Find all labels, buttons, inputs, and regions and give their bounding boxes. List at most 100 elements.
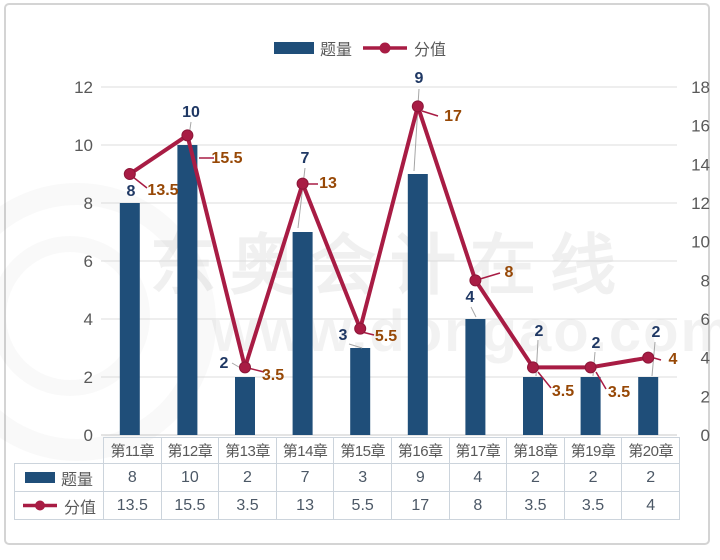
table-row-label: 分值 — [14, 491, 104, 520]
table-value-cell: 3.5 — [218, 491, 277, 520]
bar-label-leader-line — [470, 306, 477, 318]
bar — [177, 145, 198, 435]
bar — [119, 203, 140, 435]
bar-value-label: 2 — [535, 323, 544, 340]
right-axis-tick-label: 2 — [701, 387, 710, 406]
legend-label-line-series: 分值 — [414, 42, 447, 59]
line-label-leader-line — [421, 110, 439, 117]
bar — [407, 174, 428, 435]
right-axis-tick-label: 6 — [701, 310, 710, 329]
table-category-cell: 第12章 — [160, 437, 220, 464]
line-point-marker — [584, 361, 597, 374]
left-axis-tick-label: 2 — [84, 368, 93, 387]
line-value-label: 3.5 — [608, 384, 630, 401]
line-value-label: 3.5 — [552, 383, 574, 400]
legend-item-bar-series: 题量 — [273, 36, 352, 60]
bar — [523, 377, 543, 435]
bar — [235, 377, 255, 435]
bar-value-label: 8 — [127, 183, 136, 200]
line-series-key-icon — [22, 500, 57, 511]
left-axis-tick-label: 10 — [74, 136, 93, 155]
right-axis-tick-label: 12 — [691, 194, 710, 213]
right-axis-tick-label: 18 — [691, 78, 710, 97]
table-series-name: 分值 — [63, 499, 96, 517]
chart-data-table: 第11章 第12章 第13章 第14章 第15章 第16章 第17章 第18章 第19章 第20章… — [14, 437, 680, 520]
table-value-cell: 10 — [160, 463, 220, 492]
bar-value-label: 4 — [466, 289, 475, 306]
line-value-label: 13 — [319, 175, 337, 192]
bar-value-label: 2 — [592, 335, 601, 352]
table-corner-cell — [15, 438, 104, 464]
line-value-label: 13.5 — [147, 182, 178, 199]
left-axis-tick-label: 8 — [84, 194, 93, 213]
line-point-marker — [527, 361, 539, 374]
table-category-cell: 第15章 — [333, 437, 392, 464]
line-value-label: 8 — [505, 264, 514, 281]
table-value-cell: 13 — [275, 491, 335, 520]
right-axis-tick-label: 8 — [701, 271, 710, 290]
line-label-leader-line — [132, 176, 148, 189]
table-category-cell: 第14章 — [275, 437, 335, 464]
right-axis-tick-label: 0 — [701, 426, 710, 445]
line-point-marker — [239, 361, 251, 374]
bar-value-label: 9 — [415, 70, 424, 87]
score-line — [128, 104, 649, 370]
line-label-leader-line — [653, 357, 662, 361]
line-point-marker — [123, 168, 136, 180]
table-value-cell: 13.5 — [103, 491, 162, 520]
line-point-marker — [181, 129, 194, 142]
bar — [465, 319, 486, 435]
bar-value-label: 3 — [339, 327, 348, 344]
left-axis-tick-label: 12 — [74, 78, 93, 97]
bar-value-label: 7 — [301, 150, 310, 167]
table-row-label: 题量 — [14, 463, 104, 492]
table-value-cell: 2 — [218, 463, 277, 492]
table-value-cell: 5.5 — [333, 491, 392, 520]
line-value-label: 17 — [444, 108, 462, 125]
bar-value-label: 10 — [182, 104, 200, 121]
table-value-cell: 2 — [506, 463, 565, 492]
table-category-cell: 第17章 — [448, 437, 508, 464]
left-axis-tick-label: 4 — [84, 310, 93, 329]
line-point-marker — [354, 322, 367, 335]
table-value-cell: 4 — [621, 491, 680, 520]
left-axis-tick-label: 6 — [84, 252, 93, 271]
table-category-cell: 第13章 — [218, 437, 277, 464]
table-value-cell: 3 — [333, 463, 392, 492]
table-value-cell: 3.5 — [506, 491, 565, 520]
bar — [292, 232, 313, 435]
table-category-cell: 第18章 — [506, 437, 565, 464]
table-value-cell: 15.5 — [160, 491, 220, 520]
table-value-cell: 2 — [563, 463, 623, 492]
line-label-leader-line — [479, 272, 501, 280]
table-category-cell: 第16章 — [390, 437, 450, 464]
table-value-cell: 2 — [621, 463, 680, 492]
line-label-leader-line — [595, 371, 607, 390]
line-point-marker — [469, 274, 482, 287]
table-category-cell: 第11章 — [103, 437, 162, 464]
table-value-cell: 9 — [390, 463, 450, 492]
table-value-cell: 8 — [448, 491, 508, 520]
bar-value-label: 2 — [652, 324, 661, 341]
bar — [638, 377, 659, 435]
bar-value-label: 2 — [220, 355, 229, 372]
right-axis-tick-label: 16 — [691, 117, 710, 136]
table-value-cell: 8 — [103, 463, 162, 492]
right-axis-tick-label: 14 — [691, 155, 710, 174]
table-category-cell: 第20章 — [621, 437, 680, 464]
legend-item-line-series: 分值 — [362, 36, 446, 60]
bar — [350, 348, 371, 435]
line-value-label: 4 — [669, 351, 678, 368]
line-value-label: 5.5 — [375, 328, 397, 345]
table-value-cell: 7 — [275, 463, 335, 492]
left-axis-tick-label: 0 — [84, 426, 93, 445]
line-label-leader-line — [537, 371, 552, 389]
line-value-label: 3.5 — [262, 367, 284, 384]
line-value-label: 15.5 — [211, 150, 242, 167]
legend-label-bar-series: 题量 — [319, 42, 352, 59]
bar-series-swatch-icon — [273, 42, 314, 54]
bar — [580, 377, 601, 435]
table-value-cell: 3.5 — [563, 491, 623, 520]
table-value-cell: 4 — [448, 463, 508, 492]
